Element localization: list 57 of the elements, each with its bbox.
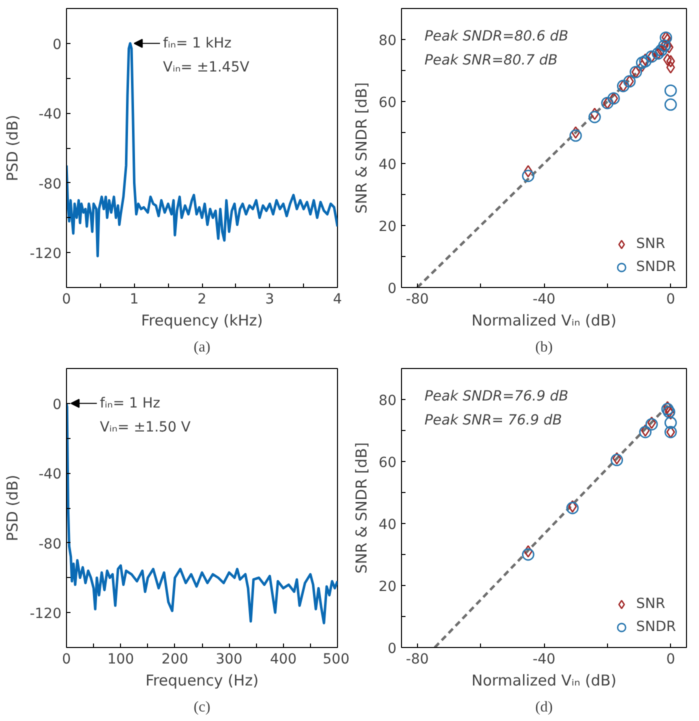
legend-label: SNR [636, 596, 666, 612]
legend-label: SNR [636, 236, 666, 252]
y-tick-label: 20 [378, 579, 397, 595]
annotation: Peak SNR= 76.9 dB [424, 412, 562, 428]
x-tick-label: 200 [162, 652, 188, 668]
x-tick-label: 3 [265, 292, 274, 308]
x-tick-label: -80 [406, 652, 429, 668]
y-axis-title: PSD (dB) [4, 474, 22, 542]
x-tick-label: 400 [270, 652, 297, 668]
x-tick-label: -40 [532, 652, 556, 668]
y-tick-label: 0 [52, 396, 62, 413]
y-tick-label: -80 [38, 176, 62, 192]
annotation: Peak SNDR=80.6 dB [424, 28, 568, 44]
annotation: Peak SNDR=76.9 dB [424, 388, 568, 404]
y-tick-label: -80 [38, 536, 62, 552]
y-tick-label: 80 [378, 393, 397, 409]
text: (c) [194, 700, 210, 716]
x-tick-label: -80 [406, 292, 429, 308]
x-tick-label: 300 [216, 652, 242, 668]
x-axis-title: Frequency (kHz) [141, 312, 263, 330]
y-axis-title: SNR & SNDR [dB] [352, 442, 371, 574]
y-axis-title: SNR & SNDR [dB] [352, 82, 371, 214]
annotation: fᵢₙ= 1 Hz [100, 395, 160, 412]
legend-label: SNDR [636, 619, 676, 635]
x-tick-label: 0 [666, 292, 676, 308]
text: (a) [194, 340, 210, 356]
text: (b) [535, 340, 553, 356]
x-axis-title: Normalized Vᵢₙ (dB) [471, 312, 617, 330]
x-tick-label: 2 [198, 292, 206, 308]
y-tick-label: -40 [38, 466, 62, 483]
y-tick-label: 60 [378, 455, 397, 471]
x-tick-label: 4 [333, 292, 342, 308]
y-tick-label: 40 [378, 517, 397, 533]
y-tick-label: -120 [30, 246, 62, 262]
y-tick-label: 40 [378, 157, 397, 173]
annotation: Vᵢₙ= ±1.50 V [100, 419, 192, 436]
annotation: fᵢₙ= 1 kHz [162, 35, 232, 52]
annotation: Vᵢₙ= ±1.45V [162, 59, 250, 76]
x-tick-label: 1 [130, 292, 139, 308]
y-tick-label: 0 [52, 36, 62, 53]
y-tick-label: 60 [378, 95, 397, 111]
y-tick-label: 0 [388, 281, 397, 297]
y-tick-label: -40 [38, 106, 62, 123]
x-axis-title: Normalized Vᵢₙ (dB) [471, 672, 617, 690]
annotation: Peak SNR=80.7 dB [424, 52, 558, 68]
y-tick-label: -120 [30, 606, 62, 622]
text: (d) [535, 700, 553, 716]
y-tick-label: 80 [378, 33, 397, 49]
x-tick-label: 500 [322, 652, 350, 668]
x-tick-label: 100 [107, 652, 134, 668]
x-axis-title: Frequency (Hz) [145, 672, 259, 690]
x-tick-label: 0 [666, 652, 676, 668]
y-tick-label: 20 [378, 219, 397, 235]
y-tick-label: 0 [388, 641, 397, 657]
y-axis-title: PSD (dB) [4, 114, 22, 182]
x-tick-label: -40 [532, 292, 556, 308]
legend-label: SNDR [636, 259, 676, 275]
